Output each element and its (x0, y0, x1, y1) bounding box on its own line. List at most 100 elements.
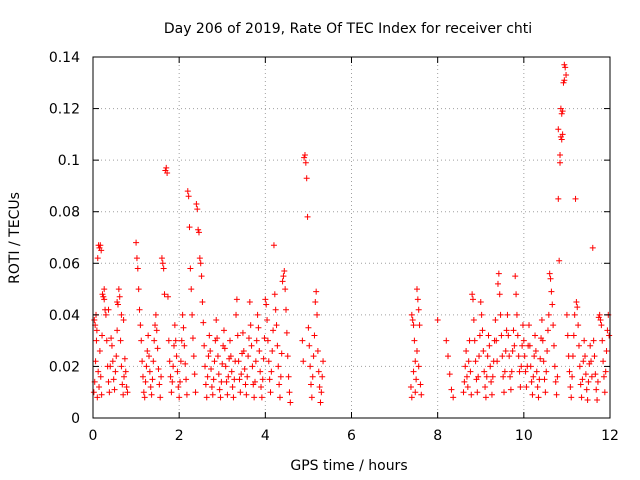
data-point (113, 353, 120, 360)
data-point (207, 347, 214, 354)
data-point (255, 324, 262, 331)
data-point (591, 353, 598, 360)
data-point (170, 363, 177, 370)
data-point (590, 337, 597, 344)
data-point (602, 368, 609, 375)
data-point (537, 355, 544, 362)
data-point (498, 332, 505, 339)
data-point (195, 229, 202, 236)
data-point (108, 335, 115, 342)
data-point (580, 358, 587, 365)
data-point (278, 350, 285, 357)
data-point (233, 311, 240, 318)
data-point (520, 337, 527, 344)
data-point (547, 275, 554, 282)
data-point (118, 311, 125, 318)
data-point (223, 378, 230, 385)
data-point (501, 368, 508, 375)
data-point (123, 384, 130, 391)
data-point (461, 378, 468, 385)
data-point (138, 337, 145, 344)
data-point (302, 159, 309, 166)
y-tick-label: 0.1 (58, 153, 80, 169)
data-points (90, 61, 613, 406)
data-point (300, 358, 307, 365)
x-tick-label: 10 (515, 428, 533, 444)
grid-lines (93, 57, 610, 418)
data-point (90, 389, 97, 396)
data-point (471, 337, 478, 344)
data-point (237, 389, 244, 396)
data-point (535, 394, 542, 401)
data-point (112, 368, 119, 375)
data-point (476, 332, 483, 339)
data-point (263, 301, 270, 308)
data-point (513, 291, 520, 298)
data-point (124, 389, 131, 396)
data-point (527, 363, 534, 370)
data-point (514, 332, 521, 339)
data-point (542, 389, 549, 396)
data-point (208, 366, 215, 373)
data-point (582, 353, 589, 360)
data-point (161, 291, 168, 298)
data-point (507, 386, 514, 393)
data-point (93, 327, 100, 334)
data-point (158, 373, 165, 380)
data-point (177, 378, 184, 385)
data-point (314, 347, 321, 354)
data-point (257, 368, 264, 375)
data-point (484, 353, 491, 360)
data-point (109, 358, 116, 365)
data-point (472, 358, 479, 365)
data-point (501, 389, 508, 396)
data-point (588, 373, 595, 380)
data-point (122, 368, 129, 375)
data-point (415, 306, 422, 313)
data-point (286, 389, 293, 396)
data-point (489, 373, 496, 380)
data-point (245, 335, 252, 342)
data-point (557, 159, 564, 166)
data-point (576, 363, 583, 370)
data-point (599, 337, 606, 344)
data-point (477, 298, 484, 305)
data-point (165, 337, 172, 344)
data-point (150, 358, 157, 365)
data-point (494, 280, 501, 287)
data-point (557, 151, 564, 158)
data-point (417, 381, 424, 388)
data-point (189, 311, 196, 318)
data-point (279, 278, 286, 285)
data-point (266, 376, 273, 383)
y-tick-label: 0.06 (49, 256, 80, 272)
data-point (146, 353, 153, 360)
data-point (488, 391, 495, 398)
data-point (494, 358, 501, 365)
data-point (604, 327, 611, 334)
data-point (276, 394, 283, 401)
data-point (118, 363, 125, 370)
data-point (578, 394, 585, 401)
data-point (273, 322, 280, 329)
data-point (411, 337, 418, 344)
data-point (413, 286, 420, 293)
data-point (137, 322, 144, 329)
data-point (281, 268, 288, 275)
data-point (606, 332, 613, 339)
data-point (603, 347, 610, 354)
data-point (101, 286, 108, 293)
data-point (582, 371, 589, 378)
data-point (260, 355, 267, 362)
data-point (529, 391, 536, 398)
data-point (557, 105, 564, 112)
data-point (448, 386, 455, 393)
data-point (313, 288, 320, 295)
data-point (566, 368, 573, 375)
data-point (145, 332, 152, 339)
data-point (225, 373, 232, 380)
data-point (254, 311, 261, 318)
data-point (283, 329, 290, 336)
data-point (198, 273, 205, 280)
